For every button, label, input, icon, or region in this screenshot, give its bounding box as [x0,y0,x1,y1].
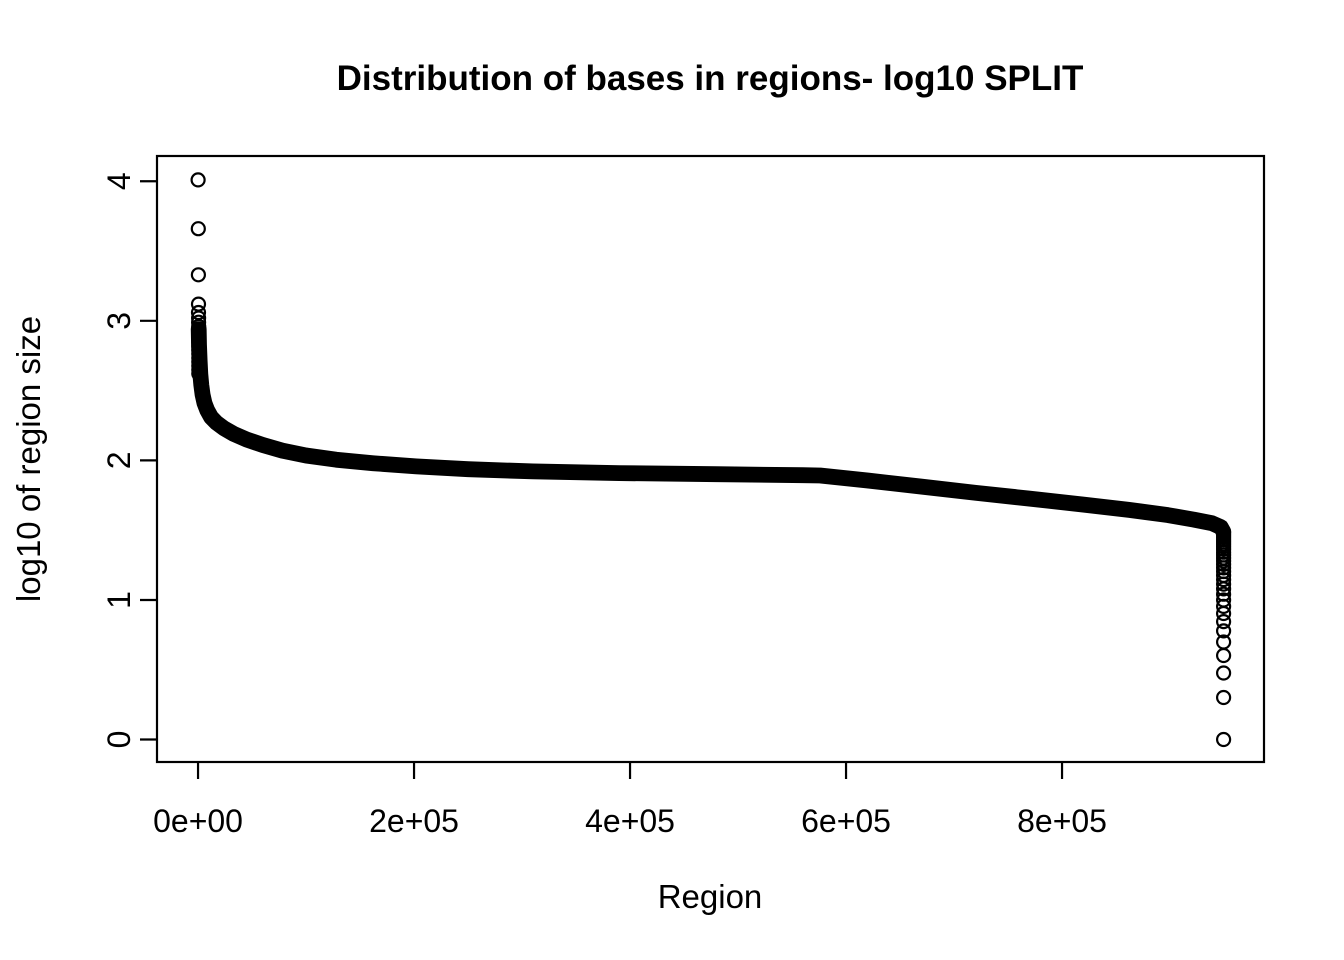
plot-box [155,154,1266,764]
x-tick-label: 2e+05 [369,803,459,839]
y-axis-label: log10 of region size [10,316,47,602]
data-point [190,221,206,237]
data-point [1215,647,1232,664]
chart-title: Distribution of bases in regions- log10 … [337,59,1084,98]
data-point [1215,613,1232,630]
data-point [190,267,206,283]
x-tick-label: 8e+05 [1017,803,1107,839]
data-point [191,366,207,382]
data-point [191,346,207,362]
x-axis-label: Region [658,878,763,915]
axis-ticks: 0e+00 2e+05 4e+05 6e+05 8e+05 0 1 2 3 4 [101,172,1107,839]
data-point [1215,665,1232,681]
y-tick-label: 3 [101,312,137,330]
x-tick-label: 4e+05 [585,803,675,839]
data-point [1215,571,1232,588]
y-tick-label: 1 [101,591,137,609]
data-point [1215,581,1232,597]
data-points [190,172,1232,748]
x-tick-label: 0e+00 [153,803,243,839]
data-point [1215,576,1232,592]
y-tick-label: 4 [101,172,137,190]
dense-point-band [190,321,1232,540]
data-point [1215,731,1232,748]
y-tick-label: 2 [101,451,137,469]
data-point [1215,689,1232,706]
data-point [1215,605,1232,622]
data-point [1215,598,1232,615]
data-point [190,172,206,188]
y-tick-label: 0 [101,731,137,749]
data-point [1215,623,1232,639]
x-tick-label: 6e+05 [801,803,891,839]
